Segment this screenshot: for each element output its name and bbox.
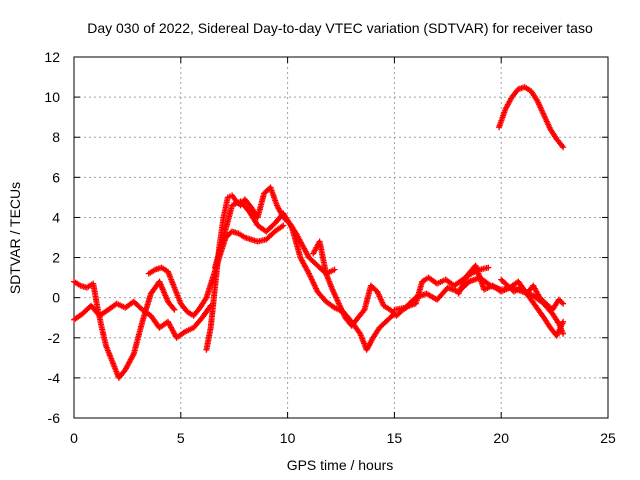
x-axis-label: GPS time / hours [287, 457, 394, 473]
data-point-marker [331, 266, 338, 273]
y-tick-label: 12 [44, 49, 60, 65]
x-tick-label: 15 [387, 430, 403, 446]
y-axis-label: SDTVAR / TECUs [7, 182, 23, 294]
y-tick-label: -6 [48, 410, 61, 426]
chart-title: Day 030 of 2022, Sidereal Day-to-day VTE… [87, 20, 593, 36]
y-tick-label: 4 [52, 209, 60, 225]
plot-frame [73, 56, 609, 419]
data-points [71, 84, 567, 381]
y-tick-label: 10 [44, 89, 60, 105]
series-trace-a [71, 278, 178, 381]
data-point-marker [560, 144, 567, 151]
x-tick-label: 20 [493, 430, 509, 446]
y-tick-label: 6 [52, 169, 60, 185]
y-tick-label: -2 [48, 330, 61, 346]
data-point-marker [560, 300, 567, 307]
grid-lines [74, 57, 608, 418]
series-trace-d [203, 184, 338, 353]
y-tick-label: 0 [52, 290, 60, 306]
series-trace-i [498, 276, 567, 313]
x-tick-label: 25 [600, 430, 616, 446]
series-trace-g [391, 274, 567, 337]
data-point-marker [170, 305, 177, 312]
x-tick-label: 0 [70, 430, 78, 446]
y-tick-label: 2 [52, 250, 60, 266]
data-point-marker [560, 318, 567, 325]
series-trace-e [211, 198, 398, 353]
data-point-marker [559, 142, 566, 149]
x-tick-label: 5 [177, 430, 185, 446]
data-point-marker [171, 306, 178, 313]
data-point-marker [280, 222, 287, 229]
series-trace-j [496, 84, 567, 151]
data-point-marker [485, 264, 492, 271]
x-tick-label: 10 [280, 430, 296, 446]
y-tick-label: -4 [48, 370, 61, 386]
y-tick-label: 8 [52, 129, 60, 145]
axis-ticks: -6 -4 -2 0 2 4 6 8 10 12 0 5 10 15 20 25 [44, 49, 616, 446]
data-point-marker [560, 330, 567, 337]
series-trace-b [71, 298, 214, 341]
